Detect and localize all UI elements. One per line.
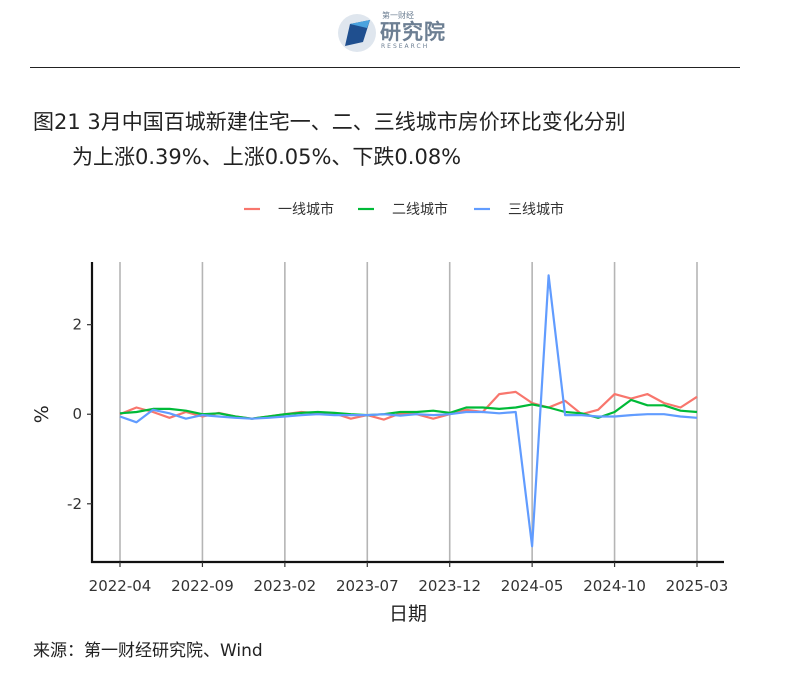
logo: 第一财经 研究院 RESEARCH: [336, 10, 446, 58]
logo-emblem-icon: [338, 14, 376, 52]
x-tick-label: 2025-03: [666, 577, 729, 595]
x-tick-label: 2022-09: [171, 577, 234, 595]
logo-english: RESEARCH: [381, 43, 430, 50]
x-tick-label: 2023-02: [254, 577, 317, 595]
x-tick-label: 2023-07: [336, 577, 399, 595]
y-axis-title: %: [31, 405, 53, 423]
y-tick-label: 0: [72, 405, 82, 423]
x-tick-label: 2024-05: [501, 577, 564, 595]
y-tick-label: 2: [72, 316, 82, 334]
chart-title-line2: 为上涨0.39%、上涨0.05%、下跌0.08%: [72, 145, 462, 169]
logo-name: 研究院: [380, 20, 446, 44]
header-divider: [30, 67, 740, 68]
x-axis-title: 日期: [389, 603, 427, 625]
x-tick-label: 2023-12: [418, 577, 481, 595]
legend-label-2: 二线城市: [392, 201, 448, 218]
x-tick-label: 2024-10: [583, 577, 646, 595]
legend: 一线城市 二线城市 三线城市: [244, 201, 564, 218]
source-note: 来源：第一财经研究院、Wind: [33, 641, 263, 661]
logo-small-text: 第一财经: [382, 11, 414, 20]
x-tick-label: 2022-04: [89, 577, 152, 595]
series-line-3: [119, 274, 698, 548]
legend-label-1: 一线城市: [278, 201, 334, 218]
axes: -2 0 2 2022-04 2022-09 2023-02 2023-07 2023-12 2…: [67, 262, 728, 595]
y-tick-label: -2: [67, 495, 82, 513]
legend-label-3: 三线城市: [508, 201, 564, 218]
chart-title-line1: 图21 3月中国百城新建住宅一、二、三线城市房价环比变化分别: [33, 110, 626, 134]
series-lines: [119, 274, 698, 548]
